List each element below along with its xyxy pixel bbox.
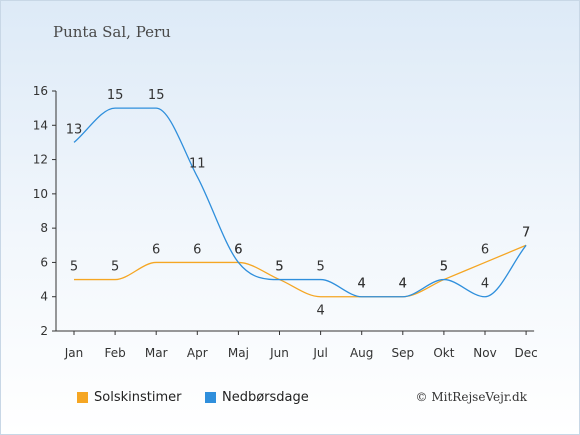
data-label-rain-days-sep: 4 bbox=[399, 277, 407, 292]
x-tick-label-nov: Nov bbox=[473, 346, 496, 360]
data-label-sunshine-jan: 5 bbox=[70, 260, 78, 275]
legend-swatch-sunshine bbox=[77, 392, 88, 403]
data-label-sunshine-maj: 6 bbox=[234, 242, 242, 257]
x-tick-label-maj: Maj bbox=[228, 346, 249, 360]
y-tick-label-8: 8 bbox=[40, 221, 48, 235]
data-label-sunshine-okt: 5 bbox=[440, 260, 448, 275]
legend-item-rain-days: Nedbørsdage bbox=[205, 390, 309, 405]
x-tick-label-aug: Aug bbox=[350, 346, 373, 360]
x-tick-label-dec: Dec bbox=[514, 346, 537, 360]
data-label-rain-days-jun: 5 bbox=[275, 260, 283, 275]
x-tick-label-mar: Mar bbox=[145, 346, 168, 360]
chart-title: Punta Sal, Peru bbox=[53, 23, 171, 41]
data-label-rain-days-jul: 5 bbox=[316, 260, 324, 275]
y-tick-label-10: 10 bbox=[33, 187, 48, 201]
x-tick-label-jan: Jan bbox=[64, 346, 84, 360]
x-tick-label-okt: Okt bbox=[433, 346, 454, 360]
x-tick-label-feb: Feb bbox=[104, 346, 125, 360]
x-tick-label-jun: Jun bbox=[269, 346, 289, 360]
data-label-sunshine-jun: 5 bbox=[275, 260, 283, 275]
data-label-rain-days-jan: 13 bbox=[66, 122, 83, 137]
data-label-sunshine-aug: 4 bbox=[358, 277, 366, 292]
legend-label-rain-days: Nedbørsdage bbox=[222, 390, 309, 405]
copyright-text: © MitRejseVejr.dk bbox=[415, 390, 527, 404]
data-label-sunshine-dec: 7 bbox=[522, 225, 530, 240]
data-label-rain-days-okt: 5 bbox=[440, 260, 448, 275]
x-tick-label-jul: Jul bbox=[312, 346, 327, 360]
data-label-rain-days-apr: 11 bbox=[189, 157, 206, 172]
data-label-sunshine-sep: 4 bbox=[399, 277, 407, 292]
data-label-rain-days-maj: 6 bbox=[234, 242, 242, 257]
series-lines bbox=[73, 107, 527, 298]
x-tick-label-sep: Sep bbox=[391, 346, 414, 360]
axes: 2 4 6 8 10 12 14 16 Jan Feb Mar Apr Maj Jun Jul Aug Sep O… bbox=[33, 84, 538, 360]
data-label-sunshine-feb: 5 bbox=[111, 260, 119, 275]
y-tick-label-2: 2 bbox=[40, 324, 48, 338]
data-label-rain-days-feb: 15 bbox=[107, 88, 124, 103]
data-label-sunshine-mar: 6 bbox=[152, 242, 160, 257]
data-label-rain-days-aug: 4 bbox=[358, 277, 366, 292]
data-label-rain-days-dec: 7 bbox=[522, 225, 530, 240]
series-line-rain-days bbox=[73, 107, 527, 298]
data-label-rain-days-mar: 15 bbox=[148, 88, 165, 103]
data-label-sunshine-nov: 6 bbox=[481, 242, 489, 257]
x-tick-label-apr: Apr bbox=[187, 346, 208, 360]
legend-label-sunshine: Solskinstimer bbox=[94, 390, 182, 405]
y-tick-label-12: 12 bbox=[33, 153, 48, 167]
y-tick-label-14: 14 bbox=[33, 118, 48, 132]
legend-swatch-rain-days bbox=[205, 392, 216, 403]
y-tick-label-4: 4 bbox=[40, 290, 48, 304]
series-line-sunshine bbox=[74, 244, 527, 298]
y-tick-label-6: 6 bbox=[40, 255, 48, 269]
legend-item-sunshine: Solskinstimer bbox=[77, 390, 181, 405]
data-label-sunshine-apr: 6 bbox=[193, 242, 201, 257]
data-label-rain-days-nov: 4 bbox=[481, 277, 489, 292]
y-tick-label-16: 16 bbox=[33, 84, 48, 98]
data-label-sunshine-jul: 4 bbox=[316, 304, 324, 319]
